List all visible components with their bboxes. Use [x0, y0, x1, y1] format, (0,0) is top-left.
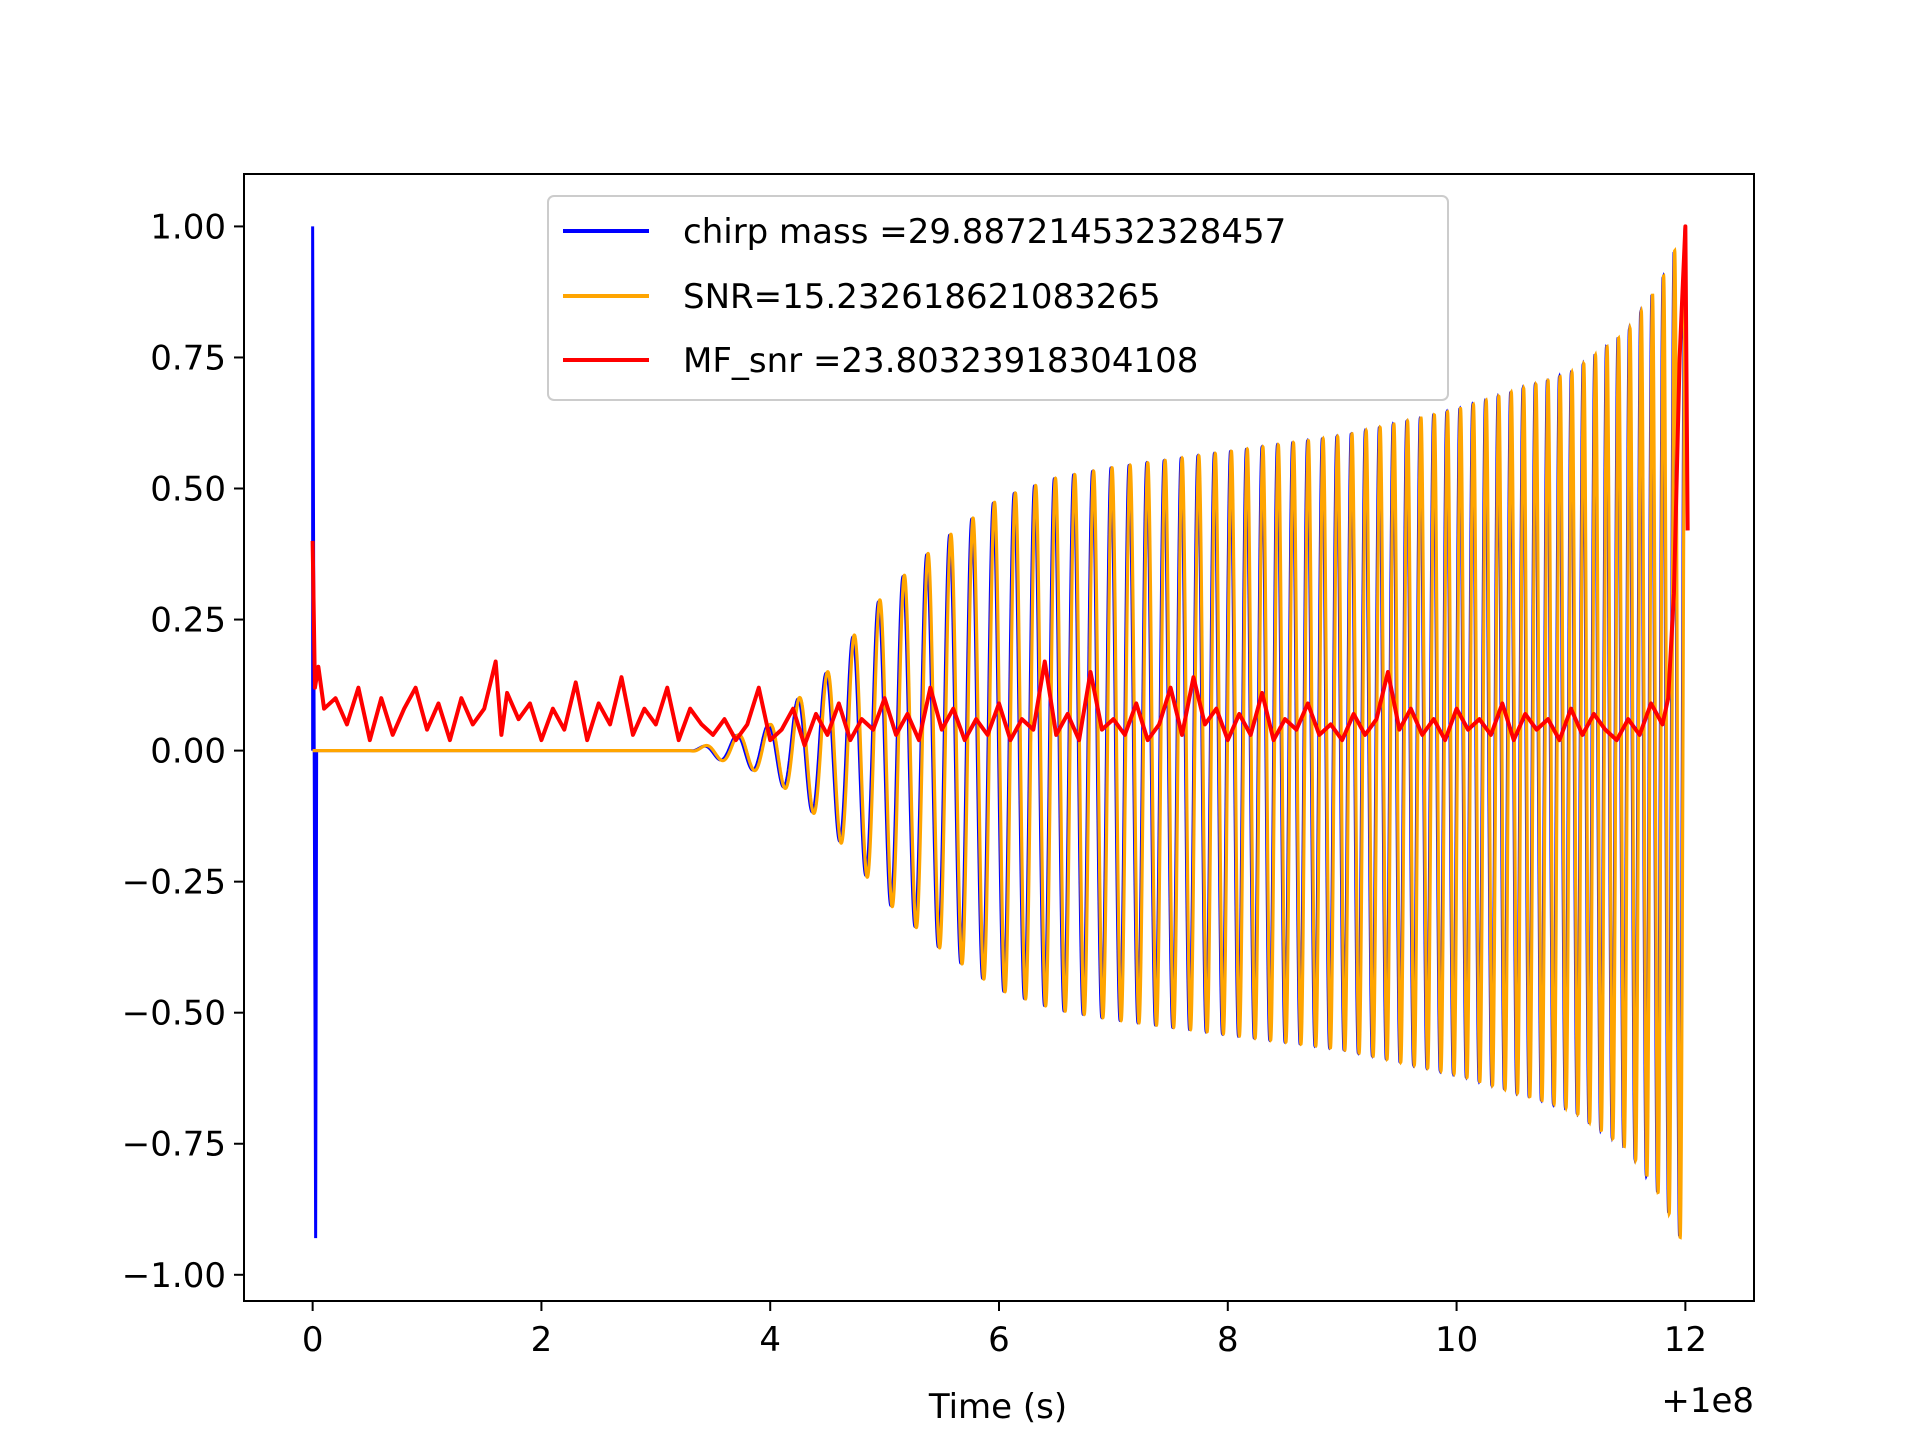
x-axis-label: Time (s) — [928, 1387, 1067, 1427]
y-tick-label: −1.00 — [122, 1256, 226, 1296]
legend-label-mf-snr: MF_snr =23.80323918304108 — [683, 341, 1198, 381]
y-tick-label: −0.25 — [122, 863, 226, 903]
series-line-mf-snr — [310, 224, 1690, 748]
y-tick-label: 0.75 — [150, 338, 226, 378]
x-axis: 0 2 4 6 8 10 12 — [302, 1301, 1707, 1360]
y-tick-label: 1.00 — [150, 207, 226, 247]
y-tick-label: −0.75 — [122, 1125, 226, 1165]
y-tick-label: 0.25 — [150, 601, 226, 641]
y-tick-label: 0.50 — [150, 470, 226, 510]
x-tick-label: 4 — [759, 1320, 781, 1360]
legend-label-chirp: chirp mass =29.887214532328457 — [683, 212, 1286, 252]
y-tick-label: 0.00 — [150, 732, 226, 772]
legend-box — [547, 195, 1449, 401]
series-layer — [310, 224, 1690, 1240]
x-tick-label: 8 — [1217, 1320, 1239, 1360]
x-tick-label: 6 — [988, 1320, 1010, 1360]
y-axis: 1.00 0.75 0.50 0.25 0.00 −0.25 −0.50 −0.75 −1.00 — [122, 207, 244, 1296]
x-tick-label: 12 — [1664, 1320, 1707, 1360]
x-axis-offset-label: +1e8 — [1661, 1381, 1754, 1421]
x-tick-label: 10 — [1435, 1320, 1478, 1360]
x-tick-label: 0 — [302, 1320, 324, 1360]
series-line-snr — [312, 233, 1687, 1240]
y-tick-label: −0.50 — [122, 994, 226, 1034]
legend-label-snr: SNR=15.232618621083265 — [683, 277, 1161, 317]
x-tick-label: 2 — [531, 1320, 553, 1360]
legend: chirp mass =29.887214532328457 SNR=15.23… — [547, 195, 1449, 401]
